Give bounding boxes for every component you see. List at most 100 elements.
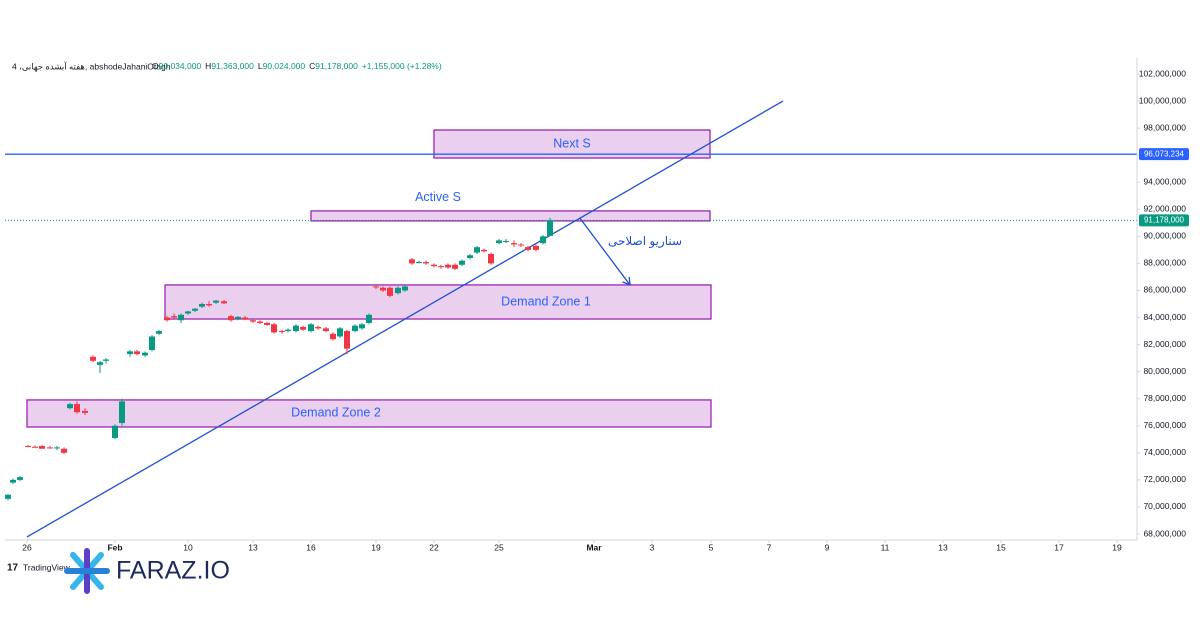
x-tick-label: 25 <box>494 542 504 552</box>
candle-body <box>540 236 546 244</box>
candle-body <box>459 260 465 265</box>
candle-body <box>452 264 458 269</box>
y-tick-label: 92,000,000 <box>1143 204 1186 214</box>
candle-body <box>373 286 379 288</box>
candle-body <box>416 262 422 264</box>
candle-body <box>547 220 553 236</box>
price-label: 96,073,234 <box>1144 149 1185 158</box>
site-name: FARAZ.IO <box>116 557 230 585</box>
candle-body <box>344 331 350 349</box>
y-tick-label: 100,000,000 <box>1139 95 1187 105</box>
candle-body <box>47 447 53 449</box>
x-tick-label: Feb <box>107 542 122 552</box>
x-tick-label: 13 <box>248 542 258 552</box>
y-tick-label: 70,000,000 <box>1143 501 1186 511</box>
candle-body <box>199 304 205 307</box>
candle-body <box>525 247 531 250</box>
candle-body <box>395 287 401 294</box>
candle-body <box>387 287 393 296</box>
y-tick-label: 78,000,000 <box>1143 393 1186 403</box>
x-tick-label: 19 <box>371 542 381 552</box>
zone-label: Active S <box>415 190 461 204</box>
candle-body <box>438 266 444 268</box>
arrow-label: سناریو اصلاحی <box>608 234 682 249</box>
candle-body <box>235 316 241 319</box>
candle-body <box>293 325 299 332</box>
zone-label: Next S <box>553 136 591 150</box>
candle-body <box>242 317 248 320</box>
candle-body <box>366 314 372 323</box>
y-tick-label: 82,000,000 <box>1143 339 1186 349</box>
candle-body <box>185 311 191 314</box>
candle-body <box>82 410 88 413</box>
candle-body <box>503 241 509 243</box>
y-tick-label: 80,000,000 <box>1143 366 1186 376</box>
candle-body <box>17 477 23 480</box>
candle-body <box>315 327 321 329</box>
candle-body <box>67 404 73 409</box>
arrow-head <box>622 276 631 286</box>
candle-body <box>164 317 170 321</box>
y-tick-label: 102,000,000 <box>1139 68 1187 78</box>
candle-body <box>5 494 11 499</box>
price-label-box <box>1139 148 1189 161</box>
candle-body <box>518 244 524 246</box>
candle-body <box>103 359 109 361</box>
x-tick-label: 22 <box>429 542 439 552</box>
candle-body <box>279 331 285 333</box>
candle-body <box>213 300 219 303</box>
candle-body <box>156 331 162 334</box>
zone-label: Demand Zone 1 <box>501 294 591 308</box>
x-tick-label: Mar <box>586 542 602 552</box>
candle-body <box>10 479 16 483</box>
candle-body <box>402 286 408 291</box>
tv-text: TradingView <box>23 562 71 572</box>
candle-body <box>206 304 212 306</box>
zone-label: Demand Zone 2 <box>291 406 381 420</box>
ohlc-key: L <box>258 61 263 71</box>
candle-body <box>61 448 67 453</box>
candle-body <box>359 324 365 329</box>
candle-body <box>39 446 45 449</box>
zone <box>433 129 711 159</box>
candle-body <box>97 362 103 365</box>
candle-body <box>134 351 140 355</box>
candle-body <box>467 255 473 258</box>
candle-body <box>330 333 336 340</box>
x-tick-label: 13 <box>938 542 948 552</box>
candle-body <box>32 446 38 448</box>
zone <box>26 399 712 428</box>
candle-body <box>178 314 184 321</box>
candle-body <box>250 320 256 322</box>
ohlc-value: 90,034,000 <box>159 61 202 71</box>
candle-body <box>380 287 386 291</box>
candle-body <box>54 447 60 449</box>
y-tick-label: 74,000,000 <box>1143 447 1186 457</box>
tradingview-logo: 17 TradingView <box>7 562 71 573</box>
x-tick-label: 7 <box>767 542 772 552</box>
ohlc-key: C <box>309 61 315 71</box>
faraz-logo <box>64 548 110 594</box>
candle-body <box>323 328 329 332</box>
plot-area: Next S Active S Demand Zone 1 Demand Zone 2… <box>5 100 1137 538</box>
ohlc-value: 91,363,000 <box>211 61 254 71</box>
candle-body <box>474 247 480 253</box>
x-tick-label: 26 <box>22 542 32 552</box>
x-tick-label: 11 <box>881 542 890 552</box>
ohlc-value: 90,024,000 <box>263 61 306 71</box>
change: +1,155,000 (+1.28%) <box>362 61 442 71</box>
candle-body <box>171 316 177 318</box>
arrow <box>579 217 631 286</box>
candle-body <box>271 324 277 333</box>
candle-body <box>264 322 270 325</box>
candle-body <box>74 404 80 413</box>
x-tick-label: 9 <box>825 542 830 552</box>
candle-body <box>257 321 263 323</box>
ohlc-key: O <box>152 61 159 71</box>
y-tick-label: 76,000,000 <box>1143 420 1186 430</box>
candle-body <box>496 240 502 244</box>
ohlc-values: O90,034,000 H91,363,000 L90,024,000 C91,178… <box>152 61 442 71</box>
ohlc-value: 91,178,000 <box>315 61 358 71</box>
tv-mark: 17 <box>7 563 19 574</box>
y-tick-label: 94,000,000 <box>1143 176 1186 186</box>
